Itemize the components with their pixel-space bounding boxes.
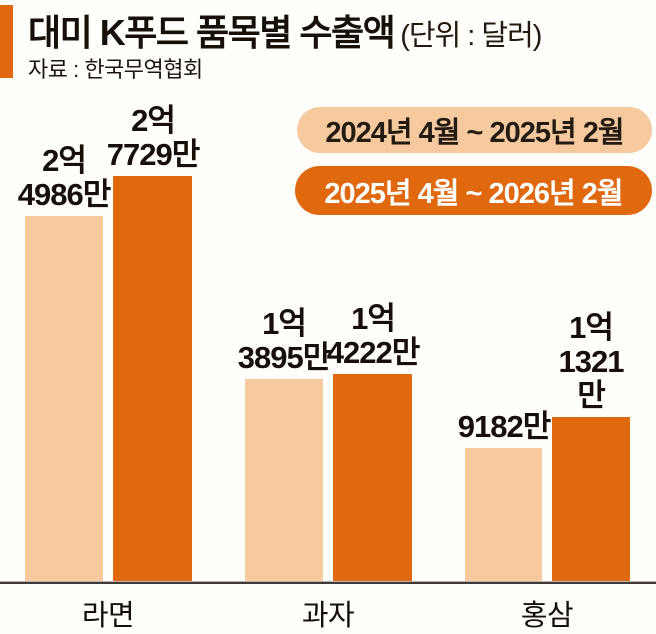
bar-prev-ramen <box>25 216 103 583</box>
source-label: 자료 : 한국무역협회 <box>28 57 203 82</box>
category-label-ginseng: 홍삼 <box>520 600 574 632</box>
value-label-curr-ginseng: 1억 1321만 <box>558 310 625 413</box>
legend-pill-2025-2026: 2025년 4월 ~ 2026년 2월 <box>295 166 652 215</box>
value-label-prev-ginseng: 9182만 <box>457 409 551 444</box>
category-label-snack: 과자 <box>301 600 355 632</box>
header: 대미 K푸드 품목별 수출액 (단위 : 달러) <box>28 4 542 56</box>
x-axis-line <box>0 581 656 584</box>
legend-label-2024-2025: 2024년 4월 ~ 2025년 2월 <box>325 117 624 149</box>
bar-curr-ramen <box>113 176 192 583</box>
bar-prev-ginseng <box>465 448 542 583</box>
value-label-prev-ramen: 2억 4986만 <box>17 143 111 212</box>
legend-label-2025-2026: 2025년 4월 ~ 2026년 2월 <box>324 177 623 210</box>
bar-curr-snack <box>333 374 412 583</box>
unit-label: (단위 : 달러) <box>400 20 542 52</box>
bar-prev-snack <box>245 379 323 583</box>
bar-curr-ginseng <box>552 417 630 583</box>
value-label-curr-snack: 1억 4222만 <box>326 301 420 370</box>
value-label-prev-snack: 1억 3895만 <box>237 306 331 375</box>
category-label-ramen: 라면 <box>81 600 135 632</box>
page-title: 대미 K푸드 품목별 수출액 <box>28 12 396 53</box>
legend-pill-2024-2025: 2024년 4월 ~ 2025년 2월 <box>297 107 652 153</box>
title-accent-bar <box>0 5 13 78</box>
value-label-curr-ramen: 2억 7729만 <box>106 103 200 172</box>
